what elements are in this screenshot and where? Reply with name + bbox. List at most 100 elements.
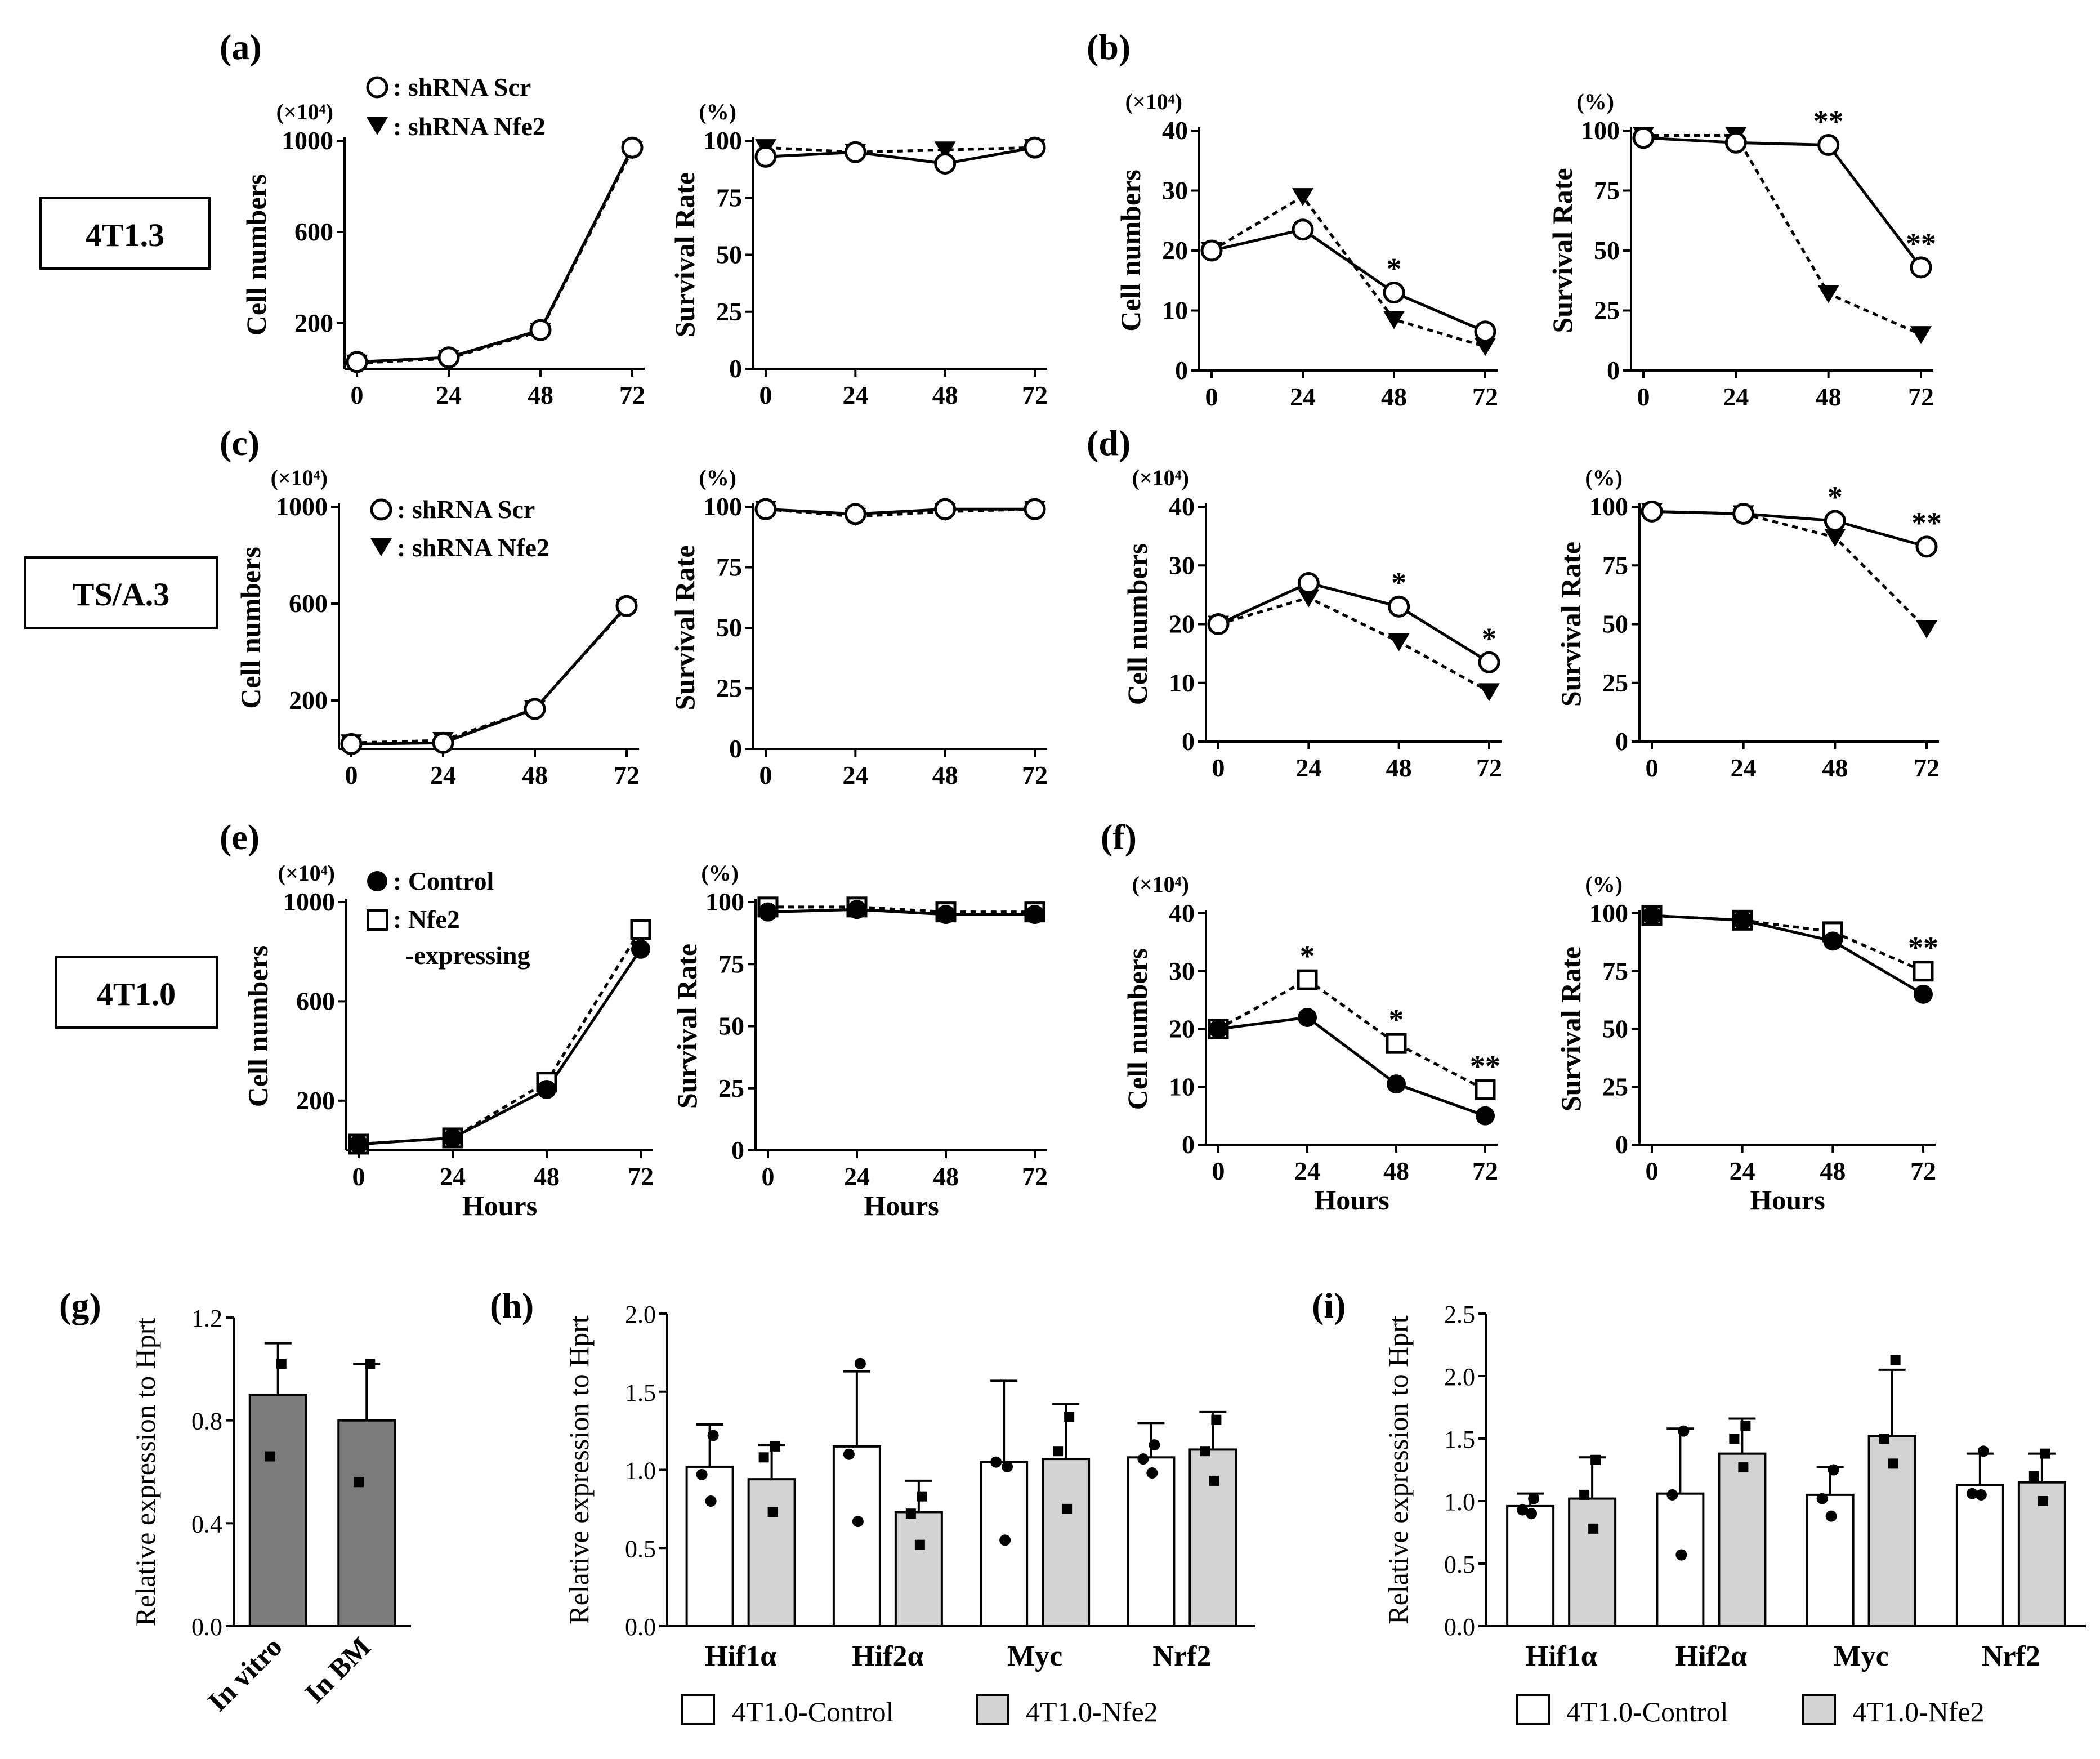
data-point	[1824, 510, 1846, 532]
y-tick-label: 0.5	[625, 1535, 656, 1562]
panel-letters: (a) (b) (c) (d) (e) (f) (g) (h) (i)	[59, 27, 1346, 1325]
data-point	[1817, 134, 1840, 157]
data-point	[754, 145, 777, 168]
replicate-point	[1879, 1434, 1889, 1444]
x-tick-label: 72	[1476, 753, 1502, 782]
y-tick-label: 30	[1162, 176, 1188, 205]
series-line	[351, 606, 628, 744]
data-point	[630, 919, 651, 940]
replicate-point	[1590, 1454, 1601, 1465]
replicate-point	[2038, 1496, 2048, 1506]
data-point	[847, 900, 866, 919]
x-tick-label: 0	[759, 761, 772, 789]
y-tick-label: 0	[1615, 727, 1628, 756]
data-point	[934, 153, 957, 175]
bar	[894, 1511, 943, 1628]
legend-marker-control	[367, 871, 387, 891]
category-label: Nrf2	[1152, 1640, 1211, 1672]
replicate-point	[1200, 1446, 1210, 1457]
y-tick-label: 0	[1615, 1130, 1628, 1159]
replicate-point	[705, 1495, 717, 1507]
replicate-point	[1975, 1489, 1987, 1501]
line-chart-c-4: 200 600 1000 0 24 48 72 Cell numbers (×10⁴)	[235, 465, 640, 789]
x-tick-label: 0	[351, 381, 364, 409]
data-point	[1297, 572, 1320, 595]
bar	[747, 1478, 796, 1627]
panel-letter-i: (i)	[1312, 1285, 1346, 1325]
x-tick-label: 72	[1022, 761, 1048, 789]
line-chart-b-2: 0 10 20 30 40 0 24 48 72 Cell numbers (×10⁴) *	[1115, 89, 1498, 411]
data-point	[1386, 1033, 1407, 1054]
x-tick-label: 24	[440, 1162, 466, 1191]
series-line	[1643, 136, 1922, 269]
data-point	[1209, 1019, 1228, 1039]
bar	[1955, 1484, 2004, 1627]
y-tick-label: 20	[1169, 610, 1195, 639]
y-axis-unit: (%)	[1576, 89, 1614, 114]
replicate-point	[914, 1539, 925, 1550]
y-tick-label: 0.0	[1444, 1613, 1475, 1641]
series-line	[767, 908, 1035, 916]
y-tick-label: 100	[705, 887, 744, 916]
significance-mark: *	[1387, 252, 1402, 286]
y-tick-label: 30	[1169, 551, 1195, 579]
replicate-point	[1816, 1493, 1828, 1504]
y-tick-label: 25	[1602, 668, 1628, 697]
data-point	[1478, 651, 1500, 673]
bar	[1568, 1497, 1617, 1628]
data-point	[934, 141, 956, 160]
y-tick-label: 100	[703, 126, 742, 155]
bar	[1127, 1456, 1176, 1628]
series-line	[1217, 581, 1490, 664]
x-tick-label: 72	[1472, 382, 1498, 411]
x-tick-label: 72	[628, 1162, 654, 1191]
x-tick-label: 48	[1386, 753, 1412, 782]
y-axis-label: Relative expression to Hprt	[563, 1315, 595, 1624]
legend-label-nfe2: : shRNA Nfe2	[397, 533, 549, 562]
line-chart-b-3: 0 25 50 75 100 0 24 48 72 Survival Rate (%) ** **	[1547, 89, 1936, 411]
data-point	[621, 136, 644, 159]
y-tick-label: 2.0	[625, 1301, 656, 1328]
replicate-point	[1966, 1488, 1978, 1499]
data-point	[1474, 320, 1496, 343]
y-tick-label: 40	[1169, 899, 1195, 927]
legend-marker-nfe2	[367, 117, 388, 135]
y-tick-label: 2.5	[1444, 1301, 1475, 1328]
replicate-point	[843, 1448, 855, 1460]
replicate-point	[770, 1441, 780, 1452]
x-tick-label: 0	[759, 381, 772, 409]
y-tick-label: 1.0	[625, 1457, 656, 1485]
replicate-point	[1977, 1445, 1989, 1457]
x-tick-label: 48	[1822, 753, 1848, 782]
y-tick-label: 10	[1169, 1072, 1195, 1101]
y-tick-label: 0	[731, 1136, 744, 1164]
x-tick-label: 48	[528, 381, 553, 409]
legend-marker-scr	[366, 76, 388, 99]
y-tick-label: 0	[729, 354, 742, 383]
data-point	[1910, 326, 1932, 345]
replicate-point	[1211, 1414, 1222, 1425]
row-label-frame	[55, 956, 218, 1029]
significance-mark: **	[1911, 506, 1942, 540]
y-tick-label: 25	[716, 297, 742, 326]
y-tick-label: 0	[1607, 356, 1620, 385]
y-tick-label: 0	[1182, 1130, 1195, 1159]
data-point	[631, 939, 650, 959]
data-point	[1632, 127, 1655, 149]
legend-swatch-control	[1516, 1694, 1550, 1725]
data-point	[1478, 683, 1500, 702]
data-point	[1916, 620, 1937, 639]
data-point	[346, 351, 368, 373]
y-axis-unit: (%)	[699, 465, 736, 490]
replicate-point	[1825, 1510, 1837, 1522]
replicate-point	[1517, 1504, 1529, 1516]
line-chart-f-11: 0 25 50 75 100 0 24 48 72 Hours Survival Rate (%) **	[1555, 872, 1938, 1216]
x-tick-label: 0	[345, 761, 358, 789]
series-line	[1643, 134, 1922, 336]
series-line	[1651, 510, 1928, 630]
replicate-point	[707, 1430, 719, 1441]
replicate-point	[1002, 1461, 1013, 1472]
x-tick-label: 24	[1295, 753, 1321, 782]
data-point	[1476, 1106, 1495, 1126]
legend-marker-nfe2-expressing	[367, 909, 388, 931]
